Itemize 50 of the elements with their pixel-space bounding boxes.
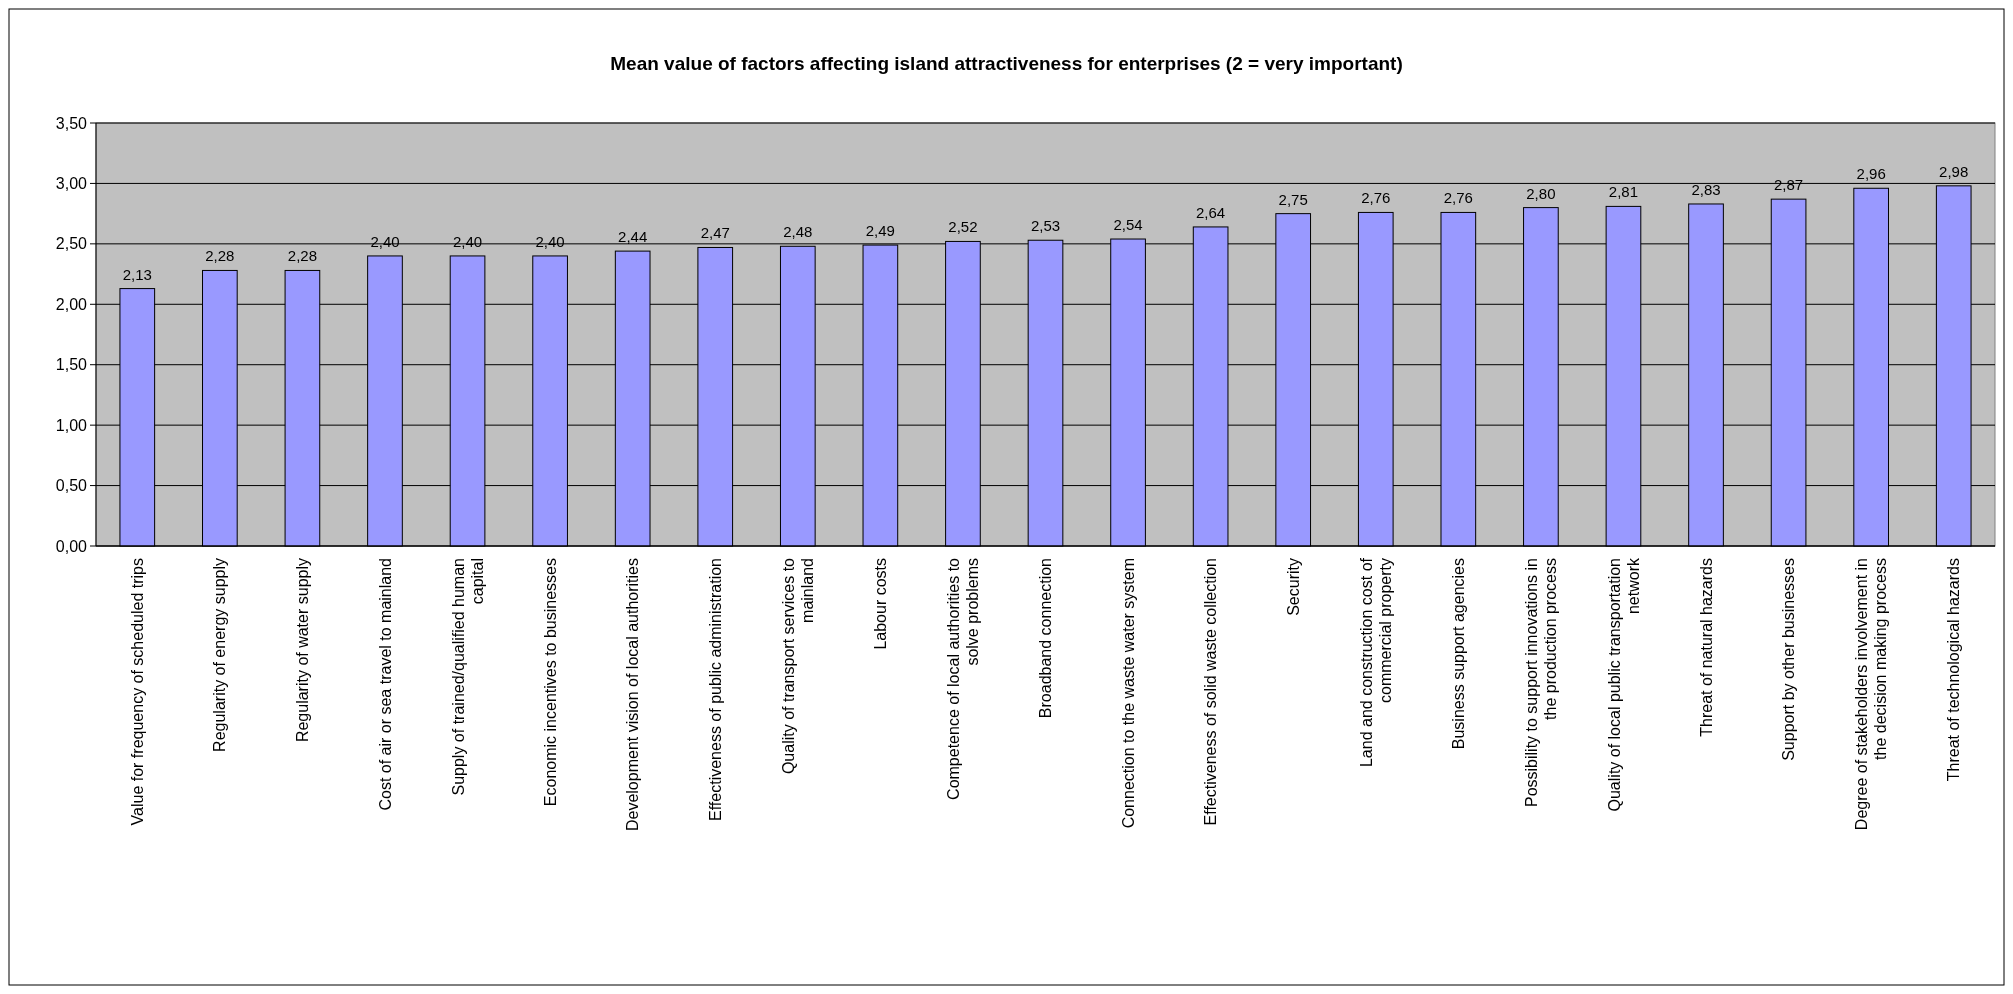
data-label: 2,48	[783, 223, 813, 241]
y-tick-label: 3,00	[55, 175, 88, 193]
data-label: 2,28	[205, 247, 235, 265]
chart-title: Mean value of factors affecting island attractiveness for enterprises (2 = very important)	[610, 53, 1403, 74]
data-label: 2,83	[1691, 180, 1721, 198]
y-tick-label: 3,50	[55, 114, 88, 132]
data-label: 2,98	[1939, 162, 1969, 180]
data-label: 2,75	[1278, 190, 1308, 208]
x-tick-label: Effectiveness of solid waste collection	[1202, 558, 1220, 826]
data-label: 2,81	[1608, 183, 1639, 201]
data-label: 2,54	[1113, 216, 1143, 234]
data-label: 2,52	[948, 218, 978, 236]
data-label: 2,44	[618, 228, 648, 246]
data-label: 2,53	[1030, 217, 1061, 235]
data-label: 2,76	[1361, 189, 1391, 207]
x-tick-label: Business support agencies	[1449, 558, 1467, 750]
y-tick-label: 1,00	[55, 416, 88, 434]
y-tick-label: 1,50	[55, 356, 88, 374]
x-tick-label: Value for frequency of scheduled trips	[128, 558, 146, 826]
x-tick-label: Competence of local authorities to solve problems	[945, 557, 982, 800]
x-tick-label: Quality of transport services to mainland	[779, 557, 816, 775]
x-tick-label: Economic incentives to businesses	[541, 558, 559, 807]
x-tick-label: Degree of stakeholders involvement in the decision making process	[1853, 558, 1890, 831]
x-tick-label: Land and construction cost of commercial property	[1357, 557, 1394, 768]
x-tick-label: Supply of trained/qualified human capital	[449, 558, 486, 796]
data-label: 2,28	[287, 247, 318, 265]
data-label: 2,47	[700, 224, 730, 242]
x-tick-label: Development vision of local authorities	[624, 558, 642, 832]
x-tick-label: Effectiveness of public administration	[706, 558, 724, 821]
x-tick-label: Connection to the waste water system	[1119, 558, 1137, 829]
x-tick-label: Threat of natural hazards	[1697, 558, 1715, 737]
x-tick-label: Regularity of water supply	[294, 558, 312, 743]
x-tick-label: Quality of local public transportation network	[1605, 557, 1642, 812]
x-tick-label: Regularity of energy supply	[211, 558, 229, 752]
x-tick-label: Broadband connection	[1037, 558, 1055, 719]
x-tick-label: Security	[1284, 558, 1302, 616]
x-tick-label: Support by other businesses	[1780, 558, 1798, 761]
data-label: 2,76	[1443, 189, 1473, 207]
y-tick-label: 0,00	[55, 537, 88, 555]
data-label: 2,13	[122, 265, 152, 283]
x-tick-label: Cost of air or sea travel to mainland	[376, 558, 394, 811]
data-label: 2,80	[1526, 184, 1556, 202]
data-label: 2,96	[1856, 165, 1886, 183]
data-label: 2,49	[865, 222, 895, 240]
y-tick-label: 2,00	[55, 295, 88, 313]
x-tick-label: Labour costs	[871, 558, 889, 650]
y-tick-label: 0,50	[55, 477, 88, 495]
x-tick-label: Threat of technological hazards	[1945, 558, 1963, 782]
data-label: 2,64	[1196, 203, 1226, 221]
y-tick-label: 2,50	[55, 235, 88, 253]
